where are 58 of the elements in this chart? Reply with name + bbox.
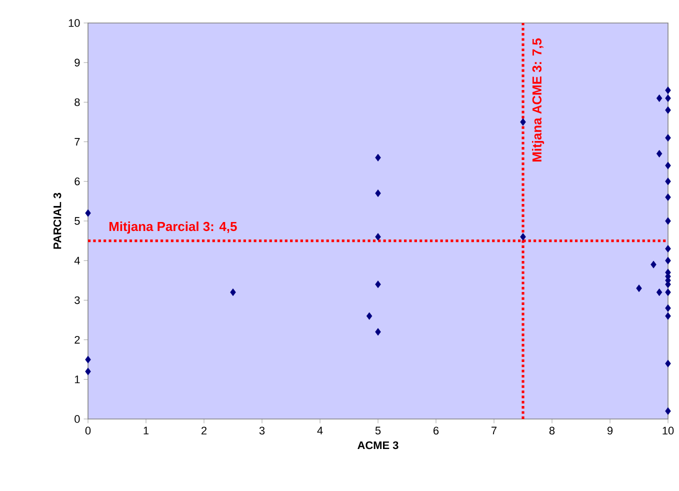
point <box>665 134 671 142</box>
point <box>665 288 671 296</box>
x-tick-label: 5 <box>375 426 381 434</box>
x-tick-label: 2 <box>202 426 207 434</box>
point <box>665 193 671 202</box>
point <box>665 407 671 415</box>
y-tick-label: 7 <box>74 138 80 146</box>
point <box>520 233 526 241</box>
point <box>665 304 671 312</box>
x-tick-label: 8 <box>549 426 555 435</box>
x-tick-label: 1 <box>144 426 149 434</box>
point <box>665 86 671 94</box>
point <box>375 154 381 162</box>
point <box>656 94 662 102</box>
x-tick-label: 0 <box>85 426 91 435</box>
point <box>656 150 662 158</box>
point <box>665 244 671 252</box>
point <box>665 106 671 114</box>
y-tick-label: 5 <box>74 217 80 225</box>
point <box>366 312 372 320</box>
point <box>85 209 91 217</box>
point <box>85 356 91 364</box>
x-tick-label: 9 <box>607 426 613 435</box>
y-tick-label: 1 <box>74 376 80 384</box>
x-tick-label: 4 <box>317 426 323 434</box>
y-tick-label: 8 <box>74 98 80 106</box>
ref-line-label: Mitjana ACME 3: 7,5 <box>532 38 544 162</box>
point <box>520 118 526 126</box>
point <box>665 360 671 368</box>
y-axis-title: PARCIAL 3 <box>53 192 62 249</box>
point <box>375 328 381 336</box>
y-tick-label: 0 <box>74 415 80 423</box>
x-tick-label: 7 <box>492 426 497 434</box>
y-tick-label: 3 <box>74 296 80 304</box>
x-axis-title: ACME 3 <box>358 441 398 450</box>
point <box>375 233 381 241</box>
point <box>656 288 662 296</box>
point <box>375 189 381 198</box>
point <box>665 217 671 225</box>
y-tick-label: 6 <box>74 178 80 186</box>
point <box>230 288 236 296</box>
point <box>650 260 656 268</box>
point <box>665 178 671 186</box>
x-tick-label: 6 <box>434 426 439 435</box>
point <box>665 94 671 102</box>
y-tick-label: 9 <box>74 58 80 66</box>
point <box>665 256 671 264</box>
y-tick-label: 4 <box>74 256 80 264</box>
ref-line-label: Mitjana Parcial 3: 4,5 <box>109 222 237 234</box>
x-tick-label: 3 <box>259 426 265 435</box>
point <box>636 284 642 292</box>
point <box>85 368 91 376</box>
point <box>665 312 671 320</box>
y-tick-label: 10 <box>68 19 80 27</box>
point <box>375 280 381 288</box>
x-tick-label: 10 <box>662 426 674 435</box>
y-tick-label: 2 <box>74 336 80 344</box>
point <box>665 162 671 170</box>
